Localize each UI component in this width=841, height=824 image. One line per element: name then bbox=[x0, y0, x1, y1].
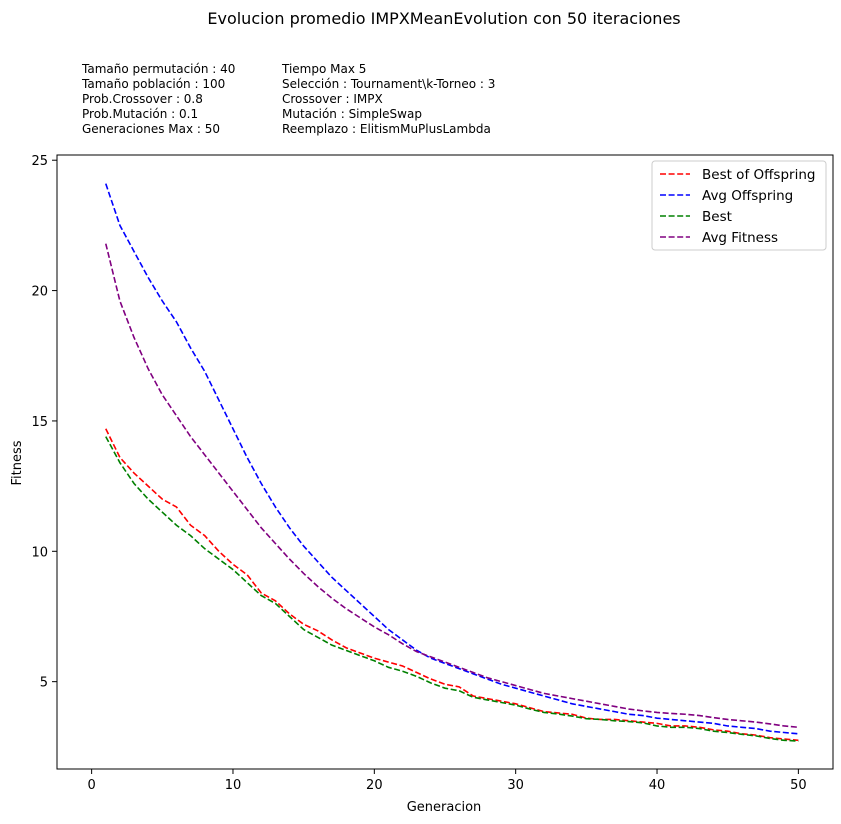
x-tick-label: 30 bbox=[507, 778, 524, 793]
legend-box bbox=[651, 160, 827, 251]
y-tick-label: 15 bbox=[31, 415, 48, 430]
x-axis-label: Generacion bbox=[407, 800, 482, 815]
y-tick-label: 5 bbox=[40, 676, 48, 691]
chart-title: Evolucion promedio IMPXMeanEvolution con… bbox=[207, 9, 680, 28]
axis-ticks: 0 10 20 30 40 50 5 10 15 20 25 bbox=[31, 154, 806, 793]
info-line: Mutación : SimpleSwap bbox=[282, 107, 422, 121]
series-line-avg-fitness bbox=[104, 243, 799, 729]
series-line-best bbox=[105, 436, 799, 742]
info-line: Prob.Mutación : 0.1 bbox=[82, 107, 198, 121]
series-line-avg-offspring bbox=[105, 183, 799, 735]
x-tick-label: 20 bbox=[366, 778, 383, 793]
info-line: Tiempo Max 5 bbox=[281, 62, 366, 76]
series-lines bbox=[104, 183, 799, 742]
info-line: Prob.Crossover : 0.8 bbox=[82, 92, 203, 106]
info-line: Selección : Tournament\k-Torneo : 3 bbox=[282, 77, 495, 91]
x-tick-label: 50 bbox=[790, 778, 807, 793]
x-tick-label: 40 bbox=[649, 778, 666, 793]
x-tick-label: 10 bbox=[225, 778, 242, 793]
info-line: Reemplazo : ElitismMuPlusLambda bbox=[282, 122, 491, 136]
x-tick-label: 0 bbox=[87, 778, 95, 793]
legend-label: Best of Offspring bbox=[702, 167, 815, 183]
legend-label: Avg Fitness bbox=[702, 230, 778, 246]
info-left: Tamaño permutación : 40 Tamaño población… bbox=[81, 62, 235, 136]
info-line: Tamaño población : 100 bbox=[81, 77, 225, 91]
info-line: Generaciones Max : 50 bbox=[82, 122, 220, 136]
legend: Best of Offspring Avg Offspring Best Avg Fi… bbox=[651, 160, 827, 251]
y-tick-label: 20 bbox=[31, 285, 48, 300]
info-right: Tiempo Max 5 Selección : Tournament\k-To… bbox=[281, 62, 495, 136]
series-line-best-of-offspring bbox=[105, 428, 799, 742]
legend-label: Avg Offspring bbox=[702, 188, 793, 204]
y-axis-label: Fitness bbox=[10, 440, 25, 485]
plot-frame bbox=[56, 154, 834, 770]
y-tick-label: 25 bbox=[31, 154, 48, 169]
info-line: Tamaño permutación : 40 bbox=[81, 62, 235, 76]
info-line: Crossover : IMPX bbox=[282, 92, 383, 106]
y-tick-label: 10 bbox=[31, 545, 48, 560]
legend-label: Best bbox=[702, 209, 732, 225]
